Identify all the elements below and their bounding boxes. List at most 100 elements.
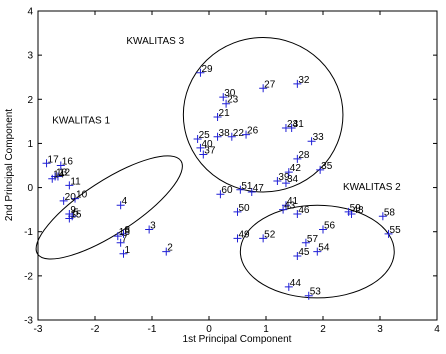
point-marker (65, 181, 74, 190)
point-marker (273, 176, 282, 185)
point-marker (213, 132, 222, 141)
point-marker (42, 159, 51, 168)
point-label: 39 (278, 172, 290, 183)
cluster-annotations: KWALITAS 1 KWALITAS 3 KWALITAS 2 (52, 36, 401, 193)
point-label: 8 (125, 225, 131, 236)
y-axis-label: 2nd Principal Component (4, 109, 15, 222)
point-label: 52 (264, 229, 276, 240)
y-tick-label: 2 (27, 95, 33, 106)
point-label: 9 (70, 205, 76, 216)
point-label: 18 (119, 227, 131, 238)
point-marker (162, 247, 171, 256)
point-label: 58 (384, 207, 396, 218)
point-label: 43 (284, 201, 296, 212)
point-label: 57 (307, 234, 319, 245)
point-marker (116, 238, 125, 247)
point-marker (301, 238, 310, 247)
cluster-label: KWALITAS 1 (52, 116, 110, 127)
point-label: 47 (253, 183, 265, 194)
point-label: 23 (227, 95, 239, 106)
point-label: 53 (310, 287, 322, 298)
point-label: 29 (201, 64, 213, 75)
point-label: 2 (167, 243, 173, 254)
point-marker (316, 165, 325, 174)
point-label: 25 (199, 130, 211, 141)
point-label: 14 (53, 170, 65, 181)
point-label: 55 (390, 225, 402, 236)
point-marker (281, 201, 290, 210)
cluster-label: KWALITAS 3 (126, 36, 184, 47)
point-label: 24 (287, 119, 299, 130)
point-label: 33 (313, 132, 325, 143)
point-marker (193, 135, 202, 144)
point-marker (293, 79, 302, 88)
point-marker (199, 150, 208, 159)
point-marker (119, 229, 128, 238)
x-axis-label: 1st Principal Component (183, 334, 292, 345)
x-tick-label: -2 (91, 324, 100, 335)
point-label: 56 (324, 221, 336, 232)
point-marker (216, 190, 225, 199)
point-label: 46 (298, 205, 310, 216)
point-label: 15 (70, 209, 82, 220)
point-marker (71, 194, 80, 203)
point-marker (344, 207, 353, 216)
point-marker (284, 168, 293, 177)
point-marker (293, 210, 302, 219)
point-label: 4 (122, 196, 128, 207)
point-marker (233, 234, 242, 243)
point-label: 37 (204, 145, 216, 156)
y-tick-label: -3 (24, 316, 33, 327)
point-label: 51 (241, 181, 253, 192)
point-marker (119, 249, 128, 258)
point-marker (219, 93, 228, 102)
x-tick-label: -3 (34, 324, 43, 335)
point-marker (233, 207, 242, 216)
point-marker (65, 214, 74, 223)
point-label: 48 (353, 205, 365, 216)
point-marker (319, 225, 327, 234)
point-label: 26 (247, 126, 259, 137)
x-tick-label: -1 (148, 324, 157, 335)
cluster-ellipse (35, 155, 183, 260)
point-marker (196, 143, 205, 152)
cluster-ellipses (35, 36, 395, 299)
point-label: 12 (59, 168, 71, 179)
point-label: 40 (201, 139, 213, 150)
point-marker (236, 185, 245, 194)
point-label: 27 (264, 79, 276, 90)
point-marker (284, 282, 293, 291)
point-marker (378, 212, 387, 221)
point-label: 20 (65, 192, 77, 203)
point-label: 21 (219, 108, 231, 119)
point-label: 13 (56, 168, 68, 179)
point-marker (227, 132, 236, 141)
point-label: 32 (298, 75, 310, 86)
point-marker (313, 247, 322, 256)
point-marker (56, 161, 65, 170)
y-tick-label: 0 (27, 183, 33, 194)
point-label: 35 (321, 161, 333, 172)
y-tick-label: -1 (24, 227, 33, 238)
x-tick-label: 3 (377, 324, 383, 335)
point-label: 42 (290, 163, 302, 174)
point-label: 45 (298, 247, 310, 258)
y-tick-label: -2 (24, 271, 33, 282)
cluster-label: KWALITAS 2 (343, 182, 401, 193)
point-label: 54 (318, 243, 330, 254)
point-marker (287, 123, 296, 132)
y-tick-label: 3 (27, 51, 33, 62)
x-tick-label: 1 (263, 324, 269, 335)
point-label: 49 (239, 229, 251, 240)
point-marker (247, 187, 256, 196)
y-tick-label: 1 (27, 139, 33, 150)
point-label: 1 (125, 245, 131, 256)
point-label: 44 (290, 278, 302, 289)
point-label: 30 (224, 88, 236, 99)
point-marker (222, 99, 231, 108)
point-marker (242, 130, 251, 139)
point-marker (293, 154, 302, 163)
point-marker (116, 201, 125, 210)
point-marker (196, 68, 205, 77)
